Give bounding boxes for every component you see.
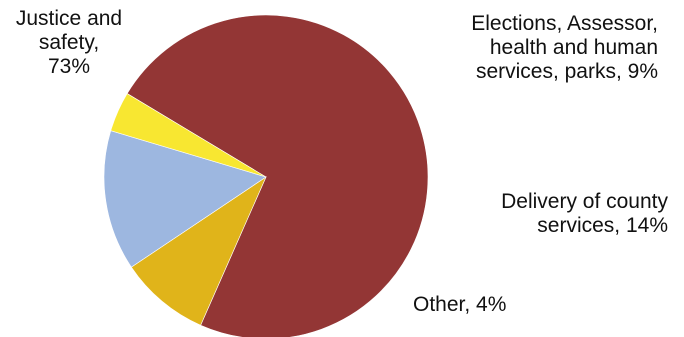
slice-label-elections-assessor: Elections, Assessor, health and human se… — [471, 12, 658, 83]
pie-slice-delivery-of-county-services — [103, 130, 267, 268]
pie-slice-elections-assessor-health-and-human-services-parks — [130, 176, 267, 326]
pie-slices — [103, 14, 429, 337]
pie-slice-other — [110, 93, 267, 178]
pie-slice-justice-and-safety — [126, 14, 429, 337]
slice-label-delivery-of-county-services: Delivery of county services, 14% — [501, 190, 668, 237]
slice-label-other: Other, 4% — [413, 293, 507, 316]
slice-label-justice-and-safety: Justice and safety, 73% — [15, 7, 123, 78]
